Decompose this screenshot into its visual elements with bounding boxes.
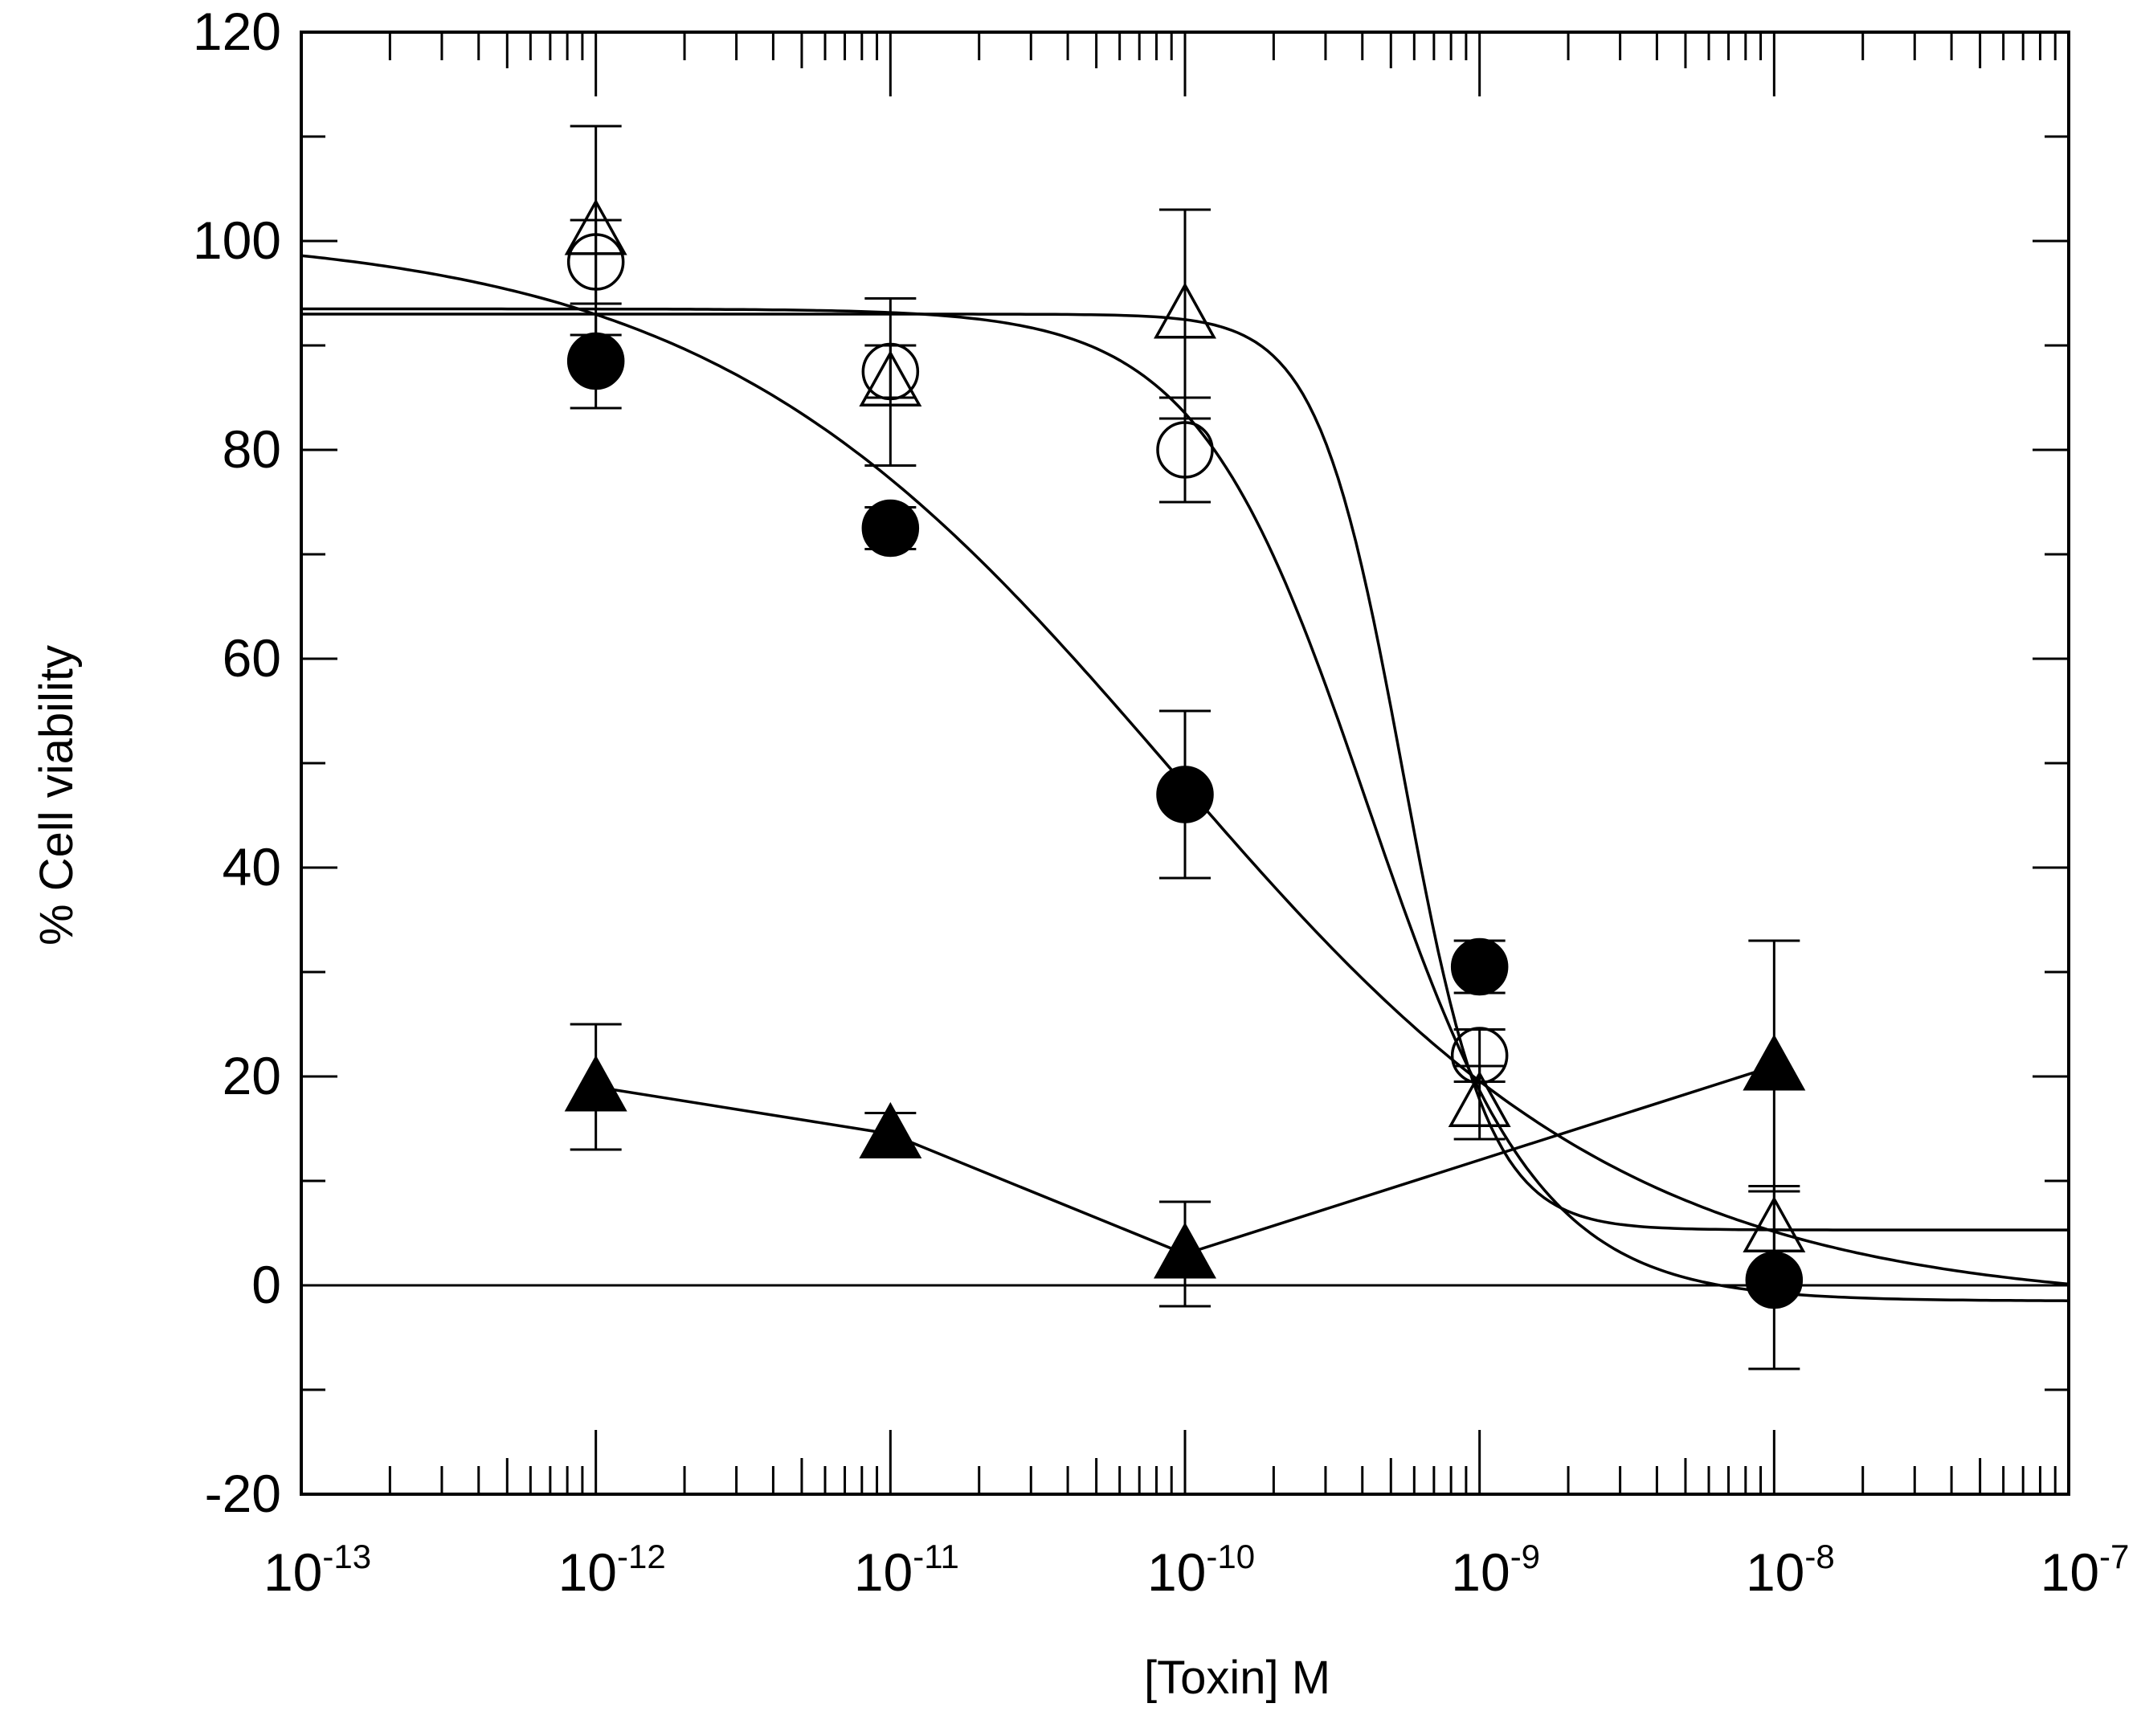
open-circle-point — [861, 342, 920, 401]
filled-circle-point — [1156, 766, 1214, 823]
x-tick-label: 10-9 — [1451, 1538, 1540, 1602]
x-tick-label: 10-8 — [1746, 1538, 1835, 1602]
filled-circle-point — [566, 332, 625, 390]
y-tick-label: 100 — [193, 210, 281, 270]
open-triangle-point — [1448, 1070, 1511, 1128]
open-triangle-point — [564, 198, 627, 255]
x-axis-title: [Toxin] M — [1144, 1652, 1330, 1704]
filled-circle-point — [1745, 1251, 1804, 1309]
y-tick-label: -20 — [205, 1464, 281, 1523]
filled-triangle-point — [564, 1055, 627, 1112]
filled-circle-point — [861, 499, 920, 558]
x-tick-label: 10-13 — [264, 1538, 371, 1602]
tick-layer — [301, 31, 2069, 1496]
filled-triangle-point — [1743, 1034, 1806, 1091]
data-markers — [564, 198, 1806, 1309]
open-triangle-point — [1154, 282, 1216, 339]
y-tick-label: 60 — [223, 628, 281, 688]
open-circle-point — [566, 233, 625, 291]
x-tick-label: 10-12 — [558, 1538, 666, 1602]
y-tick-label: 0 — [251, 1255, 281, 1314]
x-tick-label: 10-10 — [1147, 1538, 1255, 1602]
y-axis-title: % Cell viability — [31, 645, 83, 946]
y-tick-label: 20 — [223, 1046, 281, 1105]
filled-triangle-point — [859, 1101, 922, 1159]
open-circle-point — [1450, 1027, 1509, 1084]
open-circle-point — [1156, 421, 1214, 479]
x-tick-label: 10-7 — [2041, 1538, 2130, 1602]
filled-triangle-point — [1154, 1222, 1216, 1279]
filled-triangle-fit-line — [595, 1064, 1775, 1256]
error-bars — [570, 125, 1800, 1370]
plot-frame — [300, 31, 2070, 1496]
x-tick-label: 10-11 — [854, 1538, 959, 1602]
filled-circle-point — [1450, 937, 1509, 996]
y-tick-label: 40 — [223, 837, 281, 897]
tick-labels: -20 0 20 40 60 80 100 120 10-13 10-12 10-11 10-10 10… — [193, 2, 2130, 1602]
y-tick-label: 80 — [223, 419, 281, 479]
open-triangle-point — [859, 349, 922, 407]
open-triangle-point — [1743, 1195, 1806, 1253]
y-tick-label: 120 — [193, 2, 281, 61]
